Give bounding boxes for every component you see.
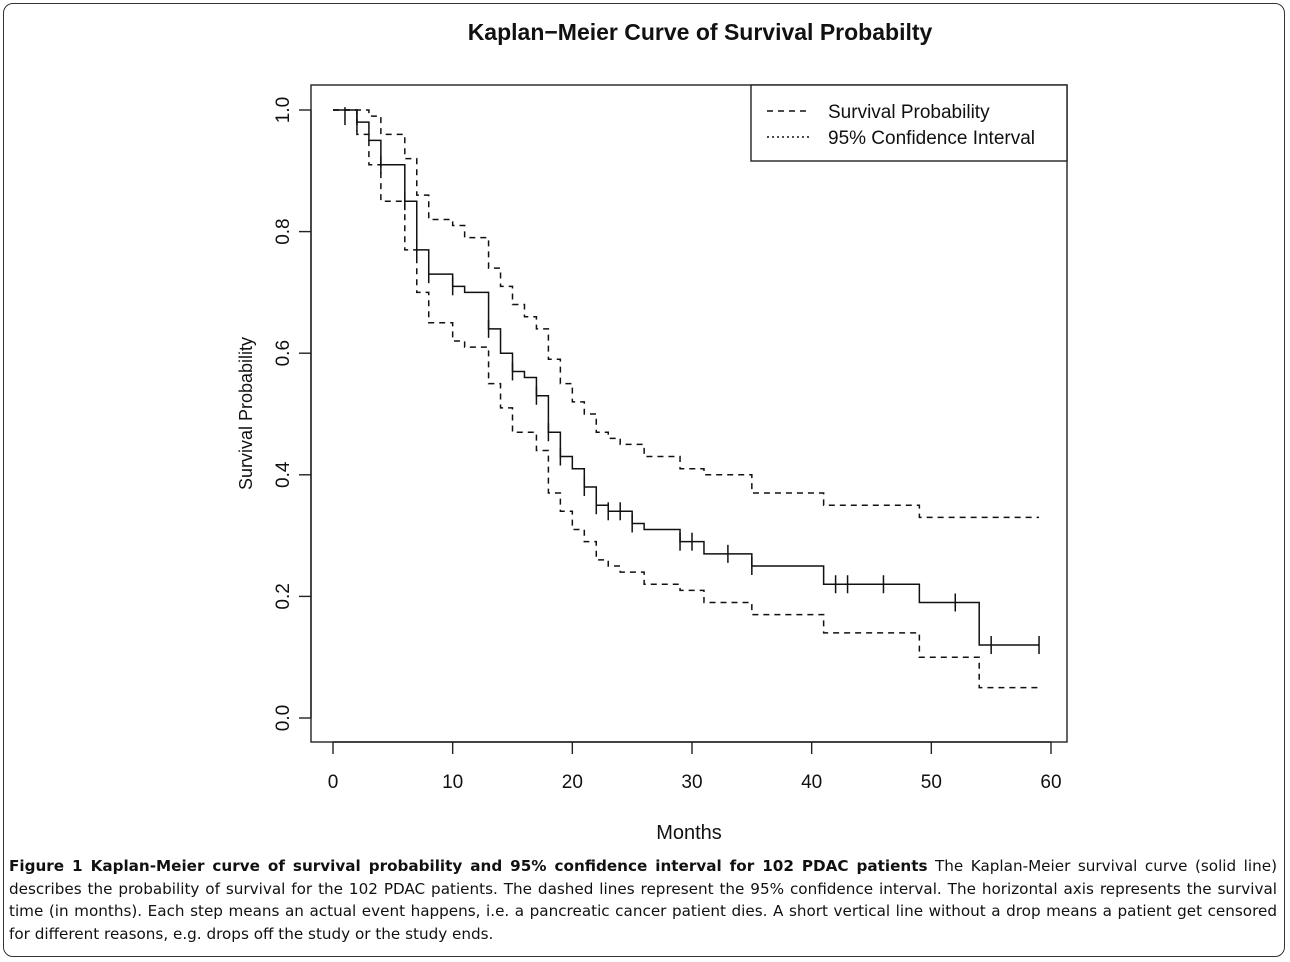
y-tick-label: 0.4 bbox=[273, 461, 294, 488]
figure-frame bbox=[3, 3, 1285, 957]
survival-curve bbox=[333, 109, 1040, 646]
x-tick-label: 20 bbox=[562, 772, 583, 793]
legend-box bbox=[750, 84, 1068, 162]
x-tick-label: 60 bbox=[1040, 772, 1061, 793]
x-tick-label: 0 bbox=[328, 772, 339, 793]
y-tick-label: 0.8 bbox=[273, 218, 294, 244]
x-tick-label: 50 bbox=[921, 772, 942, 793]
x-tick-label: 10 bbox=[442, 772, 463, 793]
y-tick-label: 0.2 bbox=[273, 583, 294, 609]
x-tick-label: 30 bbox=[681, 772, 702, 793]
chart-title: Kaplan−Meier Curve of Survival Probabilt… bbox=[468, 19, 933, 45]
caption-text: The Kaplan-Meier survival curve (solid l… bbox=[9, 857, 1278, 943]
confidence-upper-line bbox=[333, 109, 1040, 519]
legend-label: Survival Probability bbox=[828, 102, 990, 123]
plot-area bbox=[310, 84, 1068, 743]
y-tick-label: 1.0 bbox=[273, 97, 294, 123]
y-tick-label: 0.0 bbox=[273, 705, 294, 731]
x-tick-label: 40 bbox=[801, 772, 822, 793]
x-axis-label: Months bbox=[656, 822, 722, 844]
figure-caption: Figure 1 Kaplan-Meier curve of survival … bbox=[9, 855, 1277, 945]
legend: Survival Probability 95% Confidence Inter… bbox=[750, 84, 1068, 162]
confidence-lower-line bbox=[333, 109, 1040, 689]
y-axis-label: Survival Probability bbox=[236, 337, 256, 490]
caption-label: Figure 1 Kaplan-Meier curve of survival … bbox=[9, 857, 928, 875]
legend-label: 95% Confidence Interval bbox=[828, 128, 1035, 149]
kaplan-meier-chart: Kaplan−Meier Curve of Survival Probabilt… bbox=[236, 19, 1068, 844]
y-tick-label: 0.6 bbox=[273, 340, 294, 366]
